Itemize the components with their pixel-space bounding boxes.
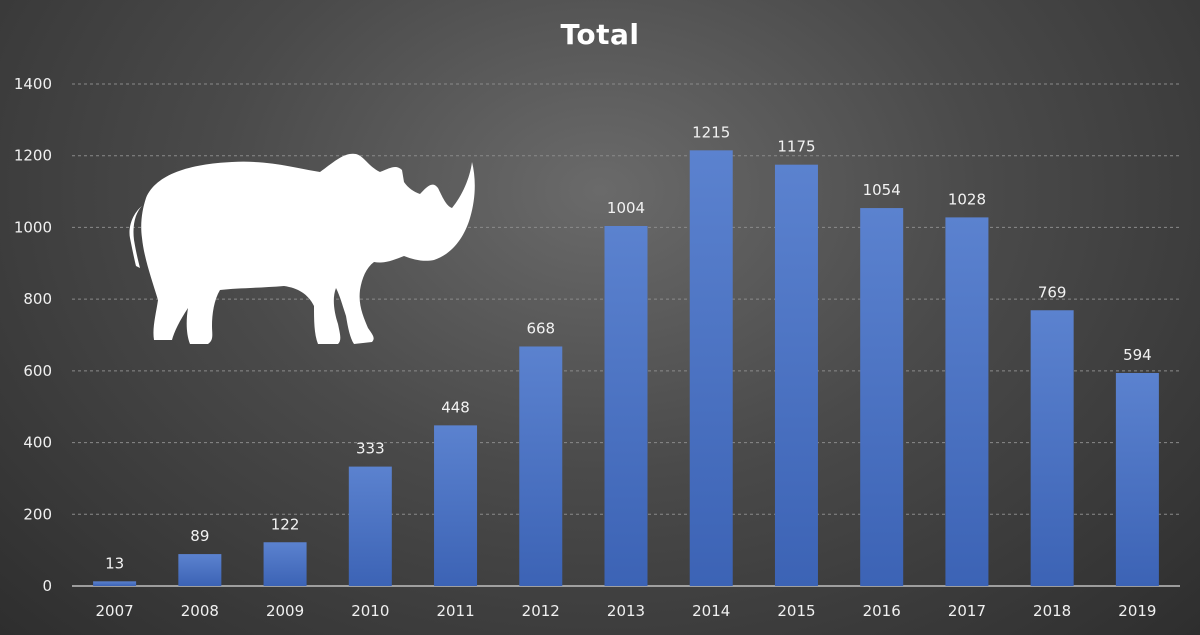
data-label-2012: 668 xyxy=(526,319,555,337)
bar-2016 xyxy=(860,208,904,586)
bar-2013 xyxy=(604,225,648,586)
bar-2018 xyxy=(1030,310,1074,586)
x-tick-label: 2018 xyxy=(1033,602,1071,620)
data-labels: 13 89 122 333 448 668 1004 1215 1175 1054 1028 769 5… xyxy=(105,123,1152,572)
x-tick-label: 2013 xyxy=(607,602,645,620)
bar-2007 xyxy=(93,581,137,586)
x-tick-label: 2014 xyxy=(692,602,730,620)
bar-2010 xyxy=(348,466,392,586)
data-label-2010: 333 xyxy=(356,440,385,458)
data-label-2014: 1215 xyxy=(692,123,730,141)
y-tick-label: 200 xyxy=(23,505,52,523)
data-label-2013: 1004 xyxy=(607,199,645,217)
x-tick-label: 2017 xyxy=(948,602,986,620)
data-label-2015: 1175 xyxy=(777,138,815,156)
y-tick-label: 400 xyxy=(23,434,52,452)
x-tick-label: 2010 xyxy=(351,602,389,620)
chart-title: Total xyxy=(560,18,640,51)
y-tick-label: 600 xyxy=(23,362,52,380)
y-tick-label: 1400 xyxy=(14,75,52,93)
data-label-2017: 1028 xyxy=(948,190,986,208)
y-axis-ticks: 0 200 400 600 800 1000 1200 1400 xyxy=(14,75,52,595)
y-tick-label: 0 xyxy=(42,577,52,595)
x-tick-label: 2011 xyxy=(436,602,474,620)
data-label-2016: 1054 xyxy=(863,181,901,199)
bar-2015 xyxy=(774,164,818,586)
bar-2011 xyxy=(434,425,478,586)
data-label-2008: 89 xyxy=(190,527,209,545)
y-tick-label: 800 xyxy=(23,290,52,308)
bar-2014 xyxy=(689,150,733,587)
data-label-2009: 122 xyxy=(271,515,300,533)
data-label-2011: 448 xyxy=(441,398,470,416)
bar-2009 xyxy=(263,542,307,586)
x-tick-label: 2007 xyxy=(96,602,134,620)
bar-2008 xyxy=(178,554,222,586)
x-tick-label: 2012 xyxy=(522,602,560,620)
x-tick-label: 2019 xyxy=(1118,602,1156,620)
bar-2019 xyxy=(1115,373,1159,586)
y-tick-label: 1200 xyxy=(14,147,52,165)
bar-2012 xyxy=(519,346,563,586)
data-label-2007: 13 xyxy=(105,554,124,572)
x-tick-label: 2009 xyxy=(266,602,304,620)
y-tick-label: 1000 xyxy=(14,218,52,236)
x-tick-label: 2015 xyxy=(777,602,815,620)
x-tick-label: 2016 xyxy=(863,602,901,620)
data-label-2018: 769 xyxy=(1038,283,1067,301)
x-tick-label: 2008 xyxy=(181,602,219,620)
x-axis-ticks: 2007 2008 2009 2010 2011 2012 2013 2014 2015 2016… xyxy=(96,602,1157,620)
rhino-icon xyxy=(129,153,475,344)
bar-2017 xyxy=(945,217,989,587)
data-label-2019: 594 xyxy=(1123,346,1152,364)
bars xyxy=(93,150,1159,587)
